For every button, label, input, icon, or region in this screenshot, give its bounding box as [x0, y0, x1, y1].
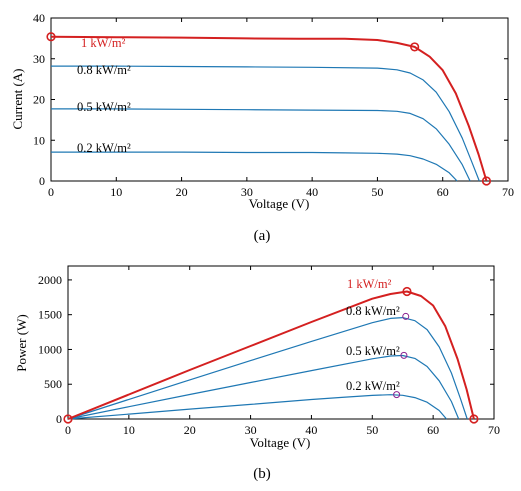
panel-b-caption: (b) [253, 466, 271, 482]
panel-a-label-0.2kw: 0.2 kW/m² [77, 141, 131, 155]
panel-b-y-tick-label: 1000 [38, 342, 62, 356]
panel-b-series-line [67, 317, 468, 420]
panel-b-x-tick-label: 0 [65, 423, 71, 437]
panel-b-point-marker [400, 351, 408, 359]
panel-a-y-tick-label: 40 [33, 11, 45, 25]
panel-a-series-line [51, 65, 480, 182]
panel-a-y-tick-label: 0 [39, 174, 45, 188]
panel-b-markers [63, 286, 479, 424]
panel-b-x-tick-label: 50 [366, 423, 378, 437]
panel-a-x-tick-label: 40 [306, 185, 318, 199]
panel-a-label-1kw: 1 kW/m² [81, 36, 126, 50]
panel-b-power-voltage: 0 10 20 30 40 50 60 70 0 500 1000 1500 2000 Voltage… [14, 265, 500, 482]
panel-b-label-1kw: 1 kW/m² [347, 277, 392, 291]
panel-b-y-axis-label: Power (W) [14, 314, 29, 371]
panel-a-y-tick-label: 10 [33, 133, 45, 147]
panel-a-series-line [51, 151, 458, 182]
panel-a-label-0.8kw: 0.8 kW/m² [77, 63, 131, 77]
panel-b-x-tick-label: 10 [123, 423, 135, 437]
panel-b-axes-frame [67, 265, 495, 420]
panel-a-x-tick-label: 70 [502, 185, 514, 199]
panel-a-y-axis-label: Current (A) [10, 68, 25, 129]
panel-b-x-axis-label: Voltage (V) [250, 435, 311, 450]
panel-a-point-marker [481, 176, 492, 186]
panel-b-label-0.8kw: 0.8 kW/m² [346, 304, 400, 318]
panel-a-lines [50, 35, 488, 182]
panel-b-x-tick-label: 30 [245, 423, 257, 437]
panel-b-y-tick-label: 500 [44, 377, 62, 391]
panel-b-series-line [67, 290, 475, 420]
panel-a-x-ticks: 0 10 20 30 40 50 60 70 [48, 18, 514, 199]
panel-a-series-line [50, 35, 488, 182]
panel-a-y-tick-label: 30 [33, 52, 45, 66]
panel-b-series-line [67, 394, 447, 420]
panel-a-x-tick-label: 50 [371, 185, 383, 199]
panel-b-y-tick-label: 0 [56, 412, 62, 426]
panel-b-x-ticks: 0 10 20 30 40 50 60 70 [65, 266, 500, 437]
panel-b-lines [67, 290, 475, 420]
panel-b-label-0.5kw: 0.5 kW/m² [346, 344, 400, 358]
panel-b-y-tick-label: 1500 [38, 308, 62, 322]
panel-b-y-tick-label: 2000 [38, 273, 62, 287]
panel-a-caption: (a) [254, 228, 271, 244]
panel-b-x-tick-label: 60 [427, 423, 439, 437]
panel-b-x-tick-label: 70 [488, 423, 500, 437]
panel-a-y-ticks: 0 10 20 30 40 [33, 11, 508, 188]
panel-a-current-voltage: 0 10 20 30 40 50 60 70 0 10 20 30 40 Voltage (V) Cu… [10, 11, 514, 244]
panel-b-series-line [67, 354, 460, 420]
panel-b-point-marker [469, 414, 479, 424]
panel-b-label-0.2kw: 0.2 kW/m² [346, 379, 400, 393]
panel-a-x-tick-label: 30 [241, 185, 253, 199]
panel-a-x-tick-label: 10 [110, 185, 122, 199]
panel-b-point-marker [402, 312, 410, 320]
panel-a-point-marker [410, 42, 420, 52]
panel-a-markers [46, 32, 492, 186]
panel-a-x-tick-label: 60 [437, 185, 449, 199]
panel-a-y-tick-label: 20 [33, 93, 45, 107]
panel-a-series-line [51, 108, 471, 182]
panel-b-point-marker [63, 414, 73, 424]
panel-b-point-marker [402, 286, 412, 297]
panel-a-point-marker [46, 32, 56, 42]
panel-a-x-tick-label: 0 [48, 185, 54, 199]
panel-b-point-marker [393, 391, 401, 399]
panel-a-x-tick-label: 20 [176, 185, 188, 199]
panel-b-x-tick-label: 20 [184, 423, 196, 437]
panel-a-label-0.5kw: 0.5 kW/m² [77, 100, 131, 114]
panel-b-x-tick-label: 40 [305, 423, 317, 437]
panel-a-x-axis-label: Voltage (V) [249, 196, 310, 211]
